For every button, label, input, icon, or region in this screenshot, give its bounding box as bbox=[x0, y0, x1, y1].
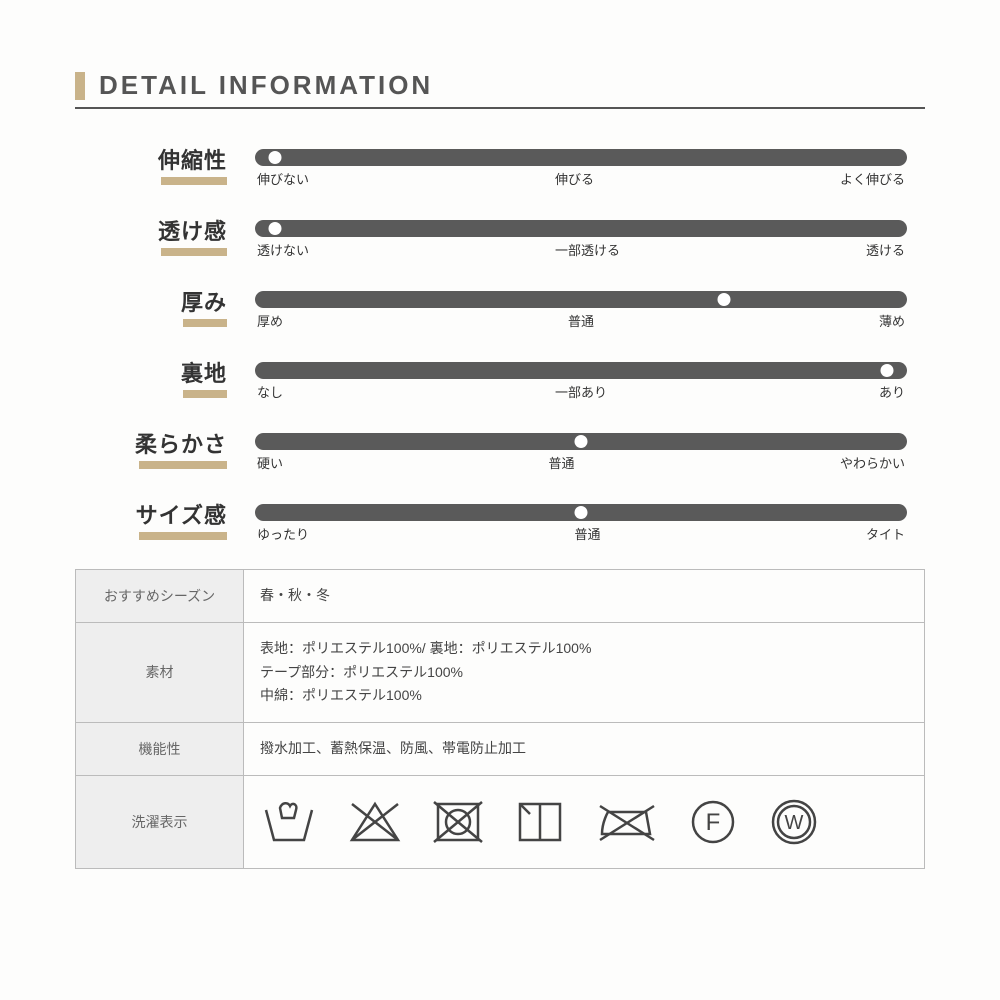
slider-underline bbox=[183, 390, 227, 398]
tick-right: よく伸びる bbox=[840, 169, 905, 188]
tick-left: 厚め bbox=[257, 311, 283, 330]
slider-knob bbox=[881, 364, 894, 377]
slider-row: サイズ感ゆったり 普通 タイト bbox=[127, 498, 907, 543]
spec-key: おすすめシーズン bbox=[76, 570, 244, 622]
spec-key: 素材 bbox=[76, 623, 244, 722]
tick-mid: 普通 bbox=[548, 453, 574, 472]
tick-mid: 伸びる bbox=[555, 169, 594, 188]
no-tumble-dry-icon bbox=[432, 798, 484, 846]
slider-label: 厚み bbox=[127, 285, 227, 317]
header-title: DETAIL INFORMATION bbox=[99, 70, 433, 101]
slider-row: 柔らかさ硬い 普通 やわらかい bbox=[127, 427, 907, 472]
slider-knob bbox=[575, 506, 588, 519]
slider-label: 柔らかさ bbox=[127, 427, 227, 459]
tick-left: 透けない bbox=[257, 240, 309, 259]
tick-right: 透ける bbox=[866, 240, 905, 259]
slider-track bbox=[255, 149, 907, 166]
spec-val: F W bbox=[244, 776, 924, 868]
tick-left: 伸びない bbox=[257, 169, 309, 188]
spec-row-care: 洗濯表示 bbox=[76, 776, 924, 868]
spec-key: 洗濯表示 bbox=[76, 776, 244, 868]
dry-shade-icon bbox=[514, 798, 566, 846]
wetclean-w-icon: W bbox=[768, 798, 820, 846]
care-icon-row: F W bbox=[260, 790, 908, 854]
spec-table: おすすめシーズン 春・秋・冬 素材 表地：ポリエステル100%/ 裏地：ポリエス… bbox=[75, 569, 925, 869]
slider-ticks: 硬い 普通 やわらかい bbox=[255, 453, 907, 472]
tick-right: やわらかい bbox=[840, 453, 905, 472]
slider-ticks: なし 一部あり あり bbox=[255, 382, 907, 401]
slider-underline bbox=[161, 177, 227, 185]
slider-ticks: 透けない 一部透ける 透ける bbox=[255, 240, 907, 259]
wash-hand-icon bbox=[260, 798, 318, 846]
slider-ticks: 伸びない 伸びる よく伸びる bbox=[255, 169, 907, 188]
slider-underline bbox=[139, 532, 227, 540]
material-line: 中綿：ポリエステル100% bbox=[260, 684, 908, 708]
tick-left: 硬い bbox=[257, 453, 283, 472]
no-bleach-icon bbox=[348, 798, 402, 846]
tick-right: タイト bbox=[866, 524, 905, 543]
svg-text:W: W bbox=[785, 812, 804, 834]
slider-track bbox=[255, 220, 907, 237]
slider-ticks: ゆったり 普通 タイト bbox=[255, 524, 907, 543]
spec-val: 撥水加工、蓄熱保温、防風、帯電防止加工 bbox=[244, 723, 924, 775]
tick-mid: 普通 bbox=[568, 311, 594, 330]
slider-label-col: 透け感 bbox=[127, 214, 255, 259]
slider-underline bbox=[161, 248, 227, 256]
slider-underline bbox=[183, 319, 227, 327]
slider-label-col: サイズ感 bbox=[127, 498, 255, 543]
tick-left: なし bbox=[257, 382, 283, 401]
slider-knob bbox=[575, 435, 588, 448]
no-iron-icon bbox=[596, 798, 658, 846]
spec-row-function: 機能性 撥水加工、蓄熱保温、防風、帯電防止加工 bbox=[76, 723, 924, 776]
slider-row: 裏地なし 一部あり あり bbox=[127, 356, 907, 401]
slider-track-col: 硬い 普通 やわらかい bbox=[255, 427, 907, 472]
slider-label: サイズ感 bbox=[127, 498, 227, 530]
slider-row: 厚み厚め 普通 薄め bbox=[127, 285, 907, 330]
slider-row: 伸縮性伸びない 伸びる よく伸びる bbox=[127, 143, 907, 188]
slider-track-col: ゆったり 普通 タイト bbox=[255, 498, 907, 543]
material-line: テープ部分：ポリエステル100% bbox=[260, 661, 908, 685]
tick-left: ゆったり bbox=[257, 524, 309, 543]
slider-track-col: なし 一部あり あり bbox=[255, 356, 907, 401]
section-header: DETAIL INFORMATION bbox=[75, 70, 925, 109]
header-accent-bar bbox=[75, 72, 85, 100]
spec-row-season: おすすめシーズン 春・秋・冬 bbox=[76, 570, 924, 623]
slider-track-col: 厚め 普通 薄め bbox=[255, 285, 907, 330]
slider-track-col: 伸びない 伸びる よく伸びる bbox=[255, 143, 907, 188]
tick-right: あり bbox=[879, 382, 905, 401]
slider-label-col: 柔らかさ bbox=[127, 427, 255, 472]
tick-mid: 普通 bbox=[574, 524, 600, 543]
slider-track bbox=[255, 291, 907, 308]
spec-row-material: 素材 表地：ポリエステル100%/ 裏地：ポリエステル100% テープ部分：ポリ… bbox=[76, 623, 924, 723]
dryclean-f-icon: F bbox=[688, 798, 738, 846]
material-line: 表地：ポリエステル100%/ 裏地：ポリエステル100% bbox=[260, 637, 908, 661]
slider-label-col: 伸縮性 bbox=[127, 143, 255, 188]
tick-mid: 一部あり bbox=[555, 382, 607, 401]
slider-knob bbox=[268, 222, 281, 235]
svg-text:F: F bbox=[706, 809, 721, 836]
slider-label-col: 厚み bbox=[127, 285, 255, 330]
slider-track-col: 透けない 一部透ける 透ける bbox=[255, 214, 907, 259]
slider-row: 透け感透けない 一部透ける 透ける bbox=[127, 214, 907, 259]
slider-label: 透け感 bbox=[127, 214, 227, 246]
spec-val: 春・秋・冬 bbox=[244, 570, 924, 622]
spec-val: 表地：ポリエステル100%/ 裏地：ポリエステル100% テープ部分：ポリエステ… bbox=[244, 623, 924, 722]
slider-track bbox=[255, 504, 907, 521]
tick-right: 薄め bbox=[879, 311, 905, 330]
slider-label: 裏地 bbox=[127, 356, 227, 388]
slider-group: 伸縮性伸びない伸びるよく伸びる透け感透けない一部透ける透ける厚み厚め普通薄め裏地… bbox=[75, 143, 925, 543]
slider-knob bbox=[718, 293, 731, 306]
slider-label: 伸縮性 bbox=[127, 143, 227, 175]
spec-key: 機能性 bbox=[76, 723, 244, 775]
tick-mid: 一部透ける bbox=[555, 240, 620, 259]
slider-track bbox=[255, 362, 907, 379]
slider-underline bbox=[139, 461, 227, 469]
slider-label-col: 裏地 bbox=[127, 356, 255, 401]
slider-ticks: 厚め 普通 薄め bbox=[255, 311, 907, 330]
slider-track bbox=[255, 433, 907, 450]
slider-knob bbox=[268, 151, 281, 164]
